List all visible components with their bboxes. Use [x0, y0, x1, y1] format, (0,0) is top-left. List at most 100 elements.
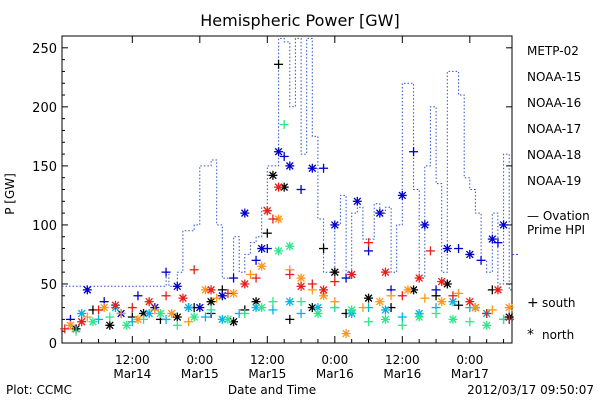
data-point-noaa-15 — [133, 291, 143, 301]
data-point-noaa-16 — [397, 312, 407, 322]
data-point-noaa-16 — [380, 305, 390, 315]
data-point-noaa-19 — [274, 182, 284, 192]
data-point-noaa-17 — [482, 320, 492, 330]
data-point-noaa-18 — [358, 303, 368, 313]
marker-label-south: south — [542, 296, 576, 310]
data-point-noaa-18 — [167, 308, 177, 318]
data-point-noaa-16 — [161, 314, 171, 324]
x-tick-time: 0:00 — [456, 353, 483, 367]
marker-label-north: north — [542, 328, 574, 342]
data-point-metp-02 — [319, 244, 329, 254]
data-point-noaa-17 — [380, 314, 390, 324]
satellite-series — [60, 59, 514, 339]
y-axis-label: P [GW] — [3, 173, 17, 215]
data-point-noaa-18 — [375, 297, 385, 307]
data-point-noaa-18 — [133, 314, 143, 324]
data-point-noaa-15 — [352, 196, 362, 206]
data-point-noaa-17 — [448, 314, 458, 324]
data-point-noaa-15 — [82, 285, 92, 295]
data-point-noaa-15 — [330, 220, 340, 230]
data-point-noaa-19 — [437, 277, 447, 287]
data-point-noaa-18 — [116, 308, 126, 318]
data-point-noaa-18 — [420, 293, 430, 303]
data-point-noaa-16 — [296, 308, 306, 318]
data-point-noaa-16 — [285, 297, 295, 307]
data-point-noaa-19 — [482, 308, 492, 318]
data-point-noaa-17 — [274, 246, 284, 256]
data-point-noaa-15 — [279, 151, 289, 161]
data-point-noaa-15 — [431, 285, 441, 295]
data-point-noaa-18 — [99, 303, 109, 313]
data-point-noaa-15 — [409, 147, 419, 157]
data-point-metp-02 — [274, 59, 284, 69]
footer-credit: Plot: CCMC — [6, 383, 72, 397]
data-point-noaa-15 — [364, 246, 374, 256]
data-point-noaa-18 — [386, 291, 396, 301]
data-point-noaa-17 — [206, 305, 216, 315]
data-point-metp-02 — [172, 312, 182, 322]
data-point-noaa-18 — [212, 293, 222, 303]
data-point-noaa-19 — [330, 277, 340, 287]
data-point-noaa-17 — [240, 308, 250, 318]
data-point-noaa-15 — [499, 220, 509, 230]
data-point-noaa-18 — [65, 320, 75, 330]
data-point-noaa-18 — [82, 312, 92, 322]
legend-item-metp-02: METP-02 — [527, 44, 579, 58]
data-point-noaa-19 — [251, 273, 261, 283]
data-point-noaa-15 — [217, 291, 227, 301]
data-point-noaa-15 — [262, 244, 272, 254]
legend: METP-02 NOAA-15 NOAA-16 NOAA-17 NOAA-18 NOAA-… — [527, 44, 581, 188]
data-point-noaa-15 — [420, 220, 430, 230]
data-point-noaa-18 — [454, 288, 464, 298]
data-point-metp-02 — [285, 314, 295, 324]
data-point-noaa-19 — [127, 303, 137, 313]
data-point-noaa-16 — [313, 303, 323, 313]
data-point-metp-02 — [330, 267, 340, 277]
data-point-noaa-15 — [375, 208, 385, 218]
data-point-noaa-18 — [184, 317, 194, 327]
data-point-noaa-17 — [364, 317, 374, 327]
data-point-metp-02 — [105, 320, 115, 330]
data-point-noaa-19 — [465, 297, 475, 307]
data-point-noaa-15 — [274, 147, 284, 157]
data-point-noaa-19 — [77, 317, 87, 327]
data-point-noaa-18 — [245, 270, 255, 280]
data-point-noaa-15 — [442, 244, 452, 254]
ovation-hpi-line — [62, 37, 512, 291]
data-point-noaa-19 — [493, 285, 503, 295]
data-point-noaa-16 — [268, 305, 278, 315]
data-point-noaa-17 — [279, 120, 289, 130]
data-point-noaa-17 — [71, 326, 81, 336]
x-tick-time: 12:00 — [250, 353, 285, 367]
data-point-noaa-19 — [347, 270, 357, 280]
data-point-noaa-15 — [487, 234, 497, 244]
y-tick-label: 100 — [32, 219, 57, 234]
data-point-noaa-17 — [257, 303, 267, 313]
data-point-metp-02 — [262, 228, 272, 238]
legend-item-noaa-19: NOAA-19 — [527, 174, 581, 188]
data-point-noaa-19 — [397, 291, 407, 301]
data-point-noaa-18 — [504, 303, 514, 313]
x-tick-time: 0:00 — [321, 353, 348, 367]
data-point-noaa-15 — [465, 249, 475, 259]
data-point-noaa-17 — [122, 320, 132, 330]
data-point-noaa-19 — [504, 314, 514, 324]
data-point-noaa-17 — [155, 308, 165, 318]
data-point-noaa-15 — [296, 185, 306, 194]
data-point-noaa-19 — [223, 288, 233, 298]
data-point-noaa-15 — [251, 255, 261, 265]
data-point-noaa-18 — [274, 214, 284, 224]
x-tick-date: Mar14 — [113, 367, 151, 381]
data-point-noaa-17 — [431, 308, 441, 318]
data-point-noaa-15 — [476, 255, 486, 265]
x-tick-date: Mar15 — [248, 367, 286, 381]
y-tick-label: 200 — [32, 101, 57, 116]
data-point-noaa-18 — [257, 261, 267, 271]
data-point-noaa-19 — [178, 293, 188, 303]
data-point-noaa-15 — [319, 163, 329, 173]
data-point-noaa-18 — [150, 305, 160, 315]
data-point-noaa-19 — [307, 279, 317, 289]
data-point-noaa-19 — [268, 214, 278, 224]
data-point-noaa-17 — [88, 317, 98, 327]
